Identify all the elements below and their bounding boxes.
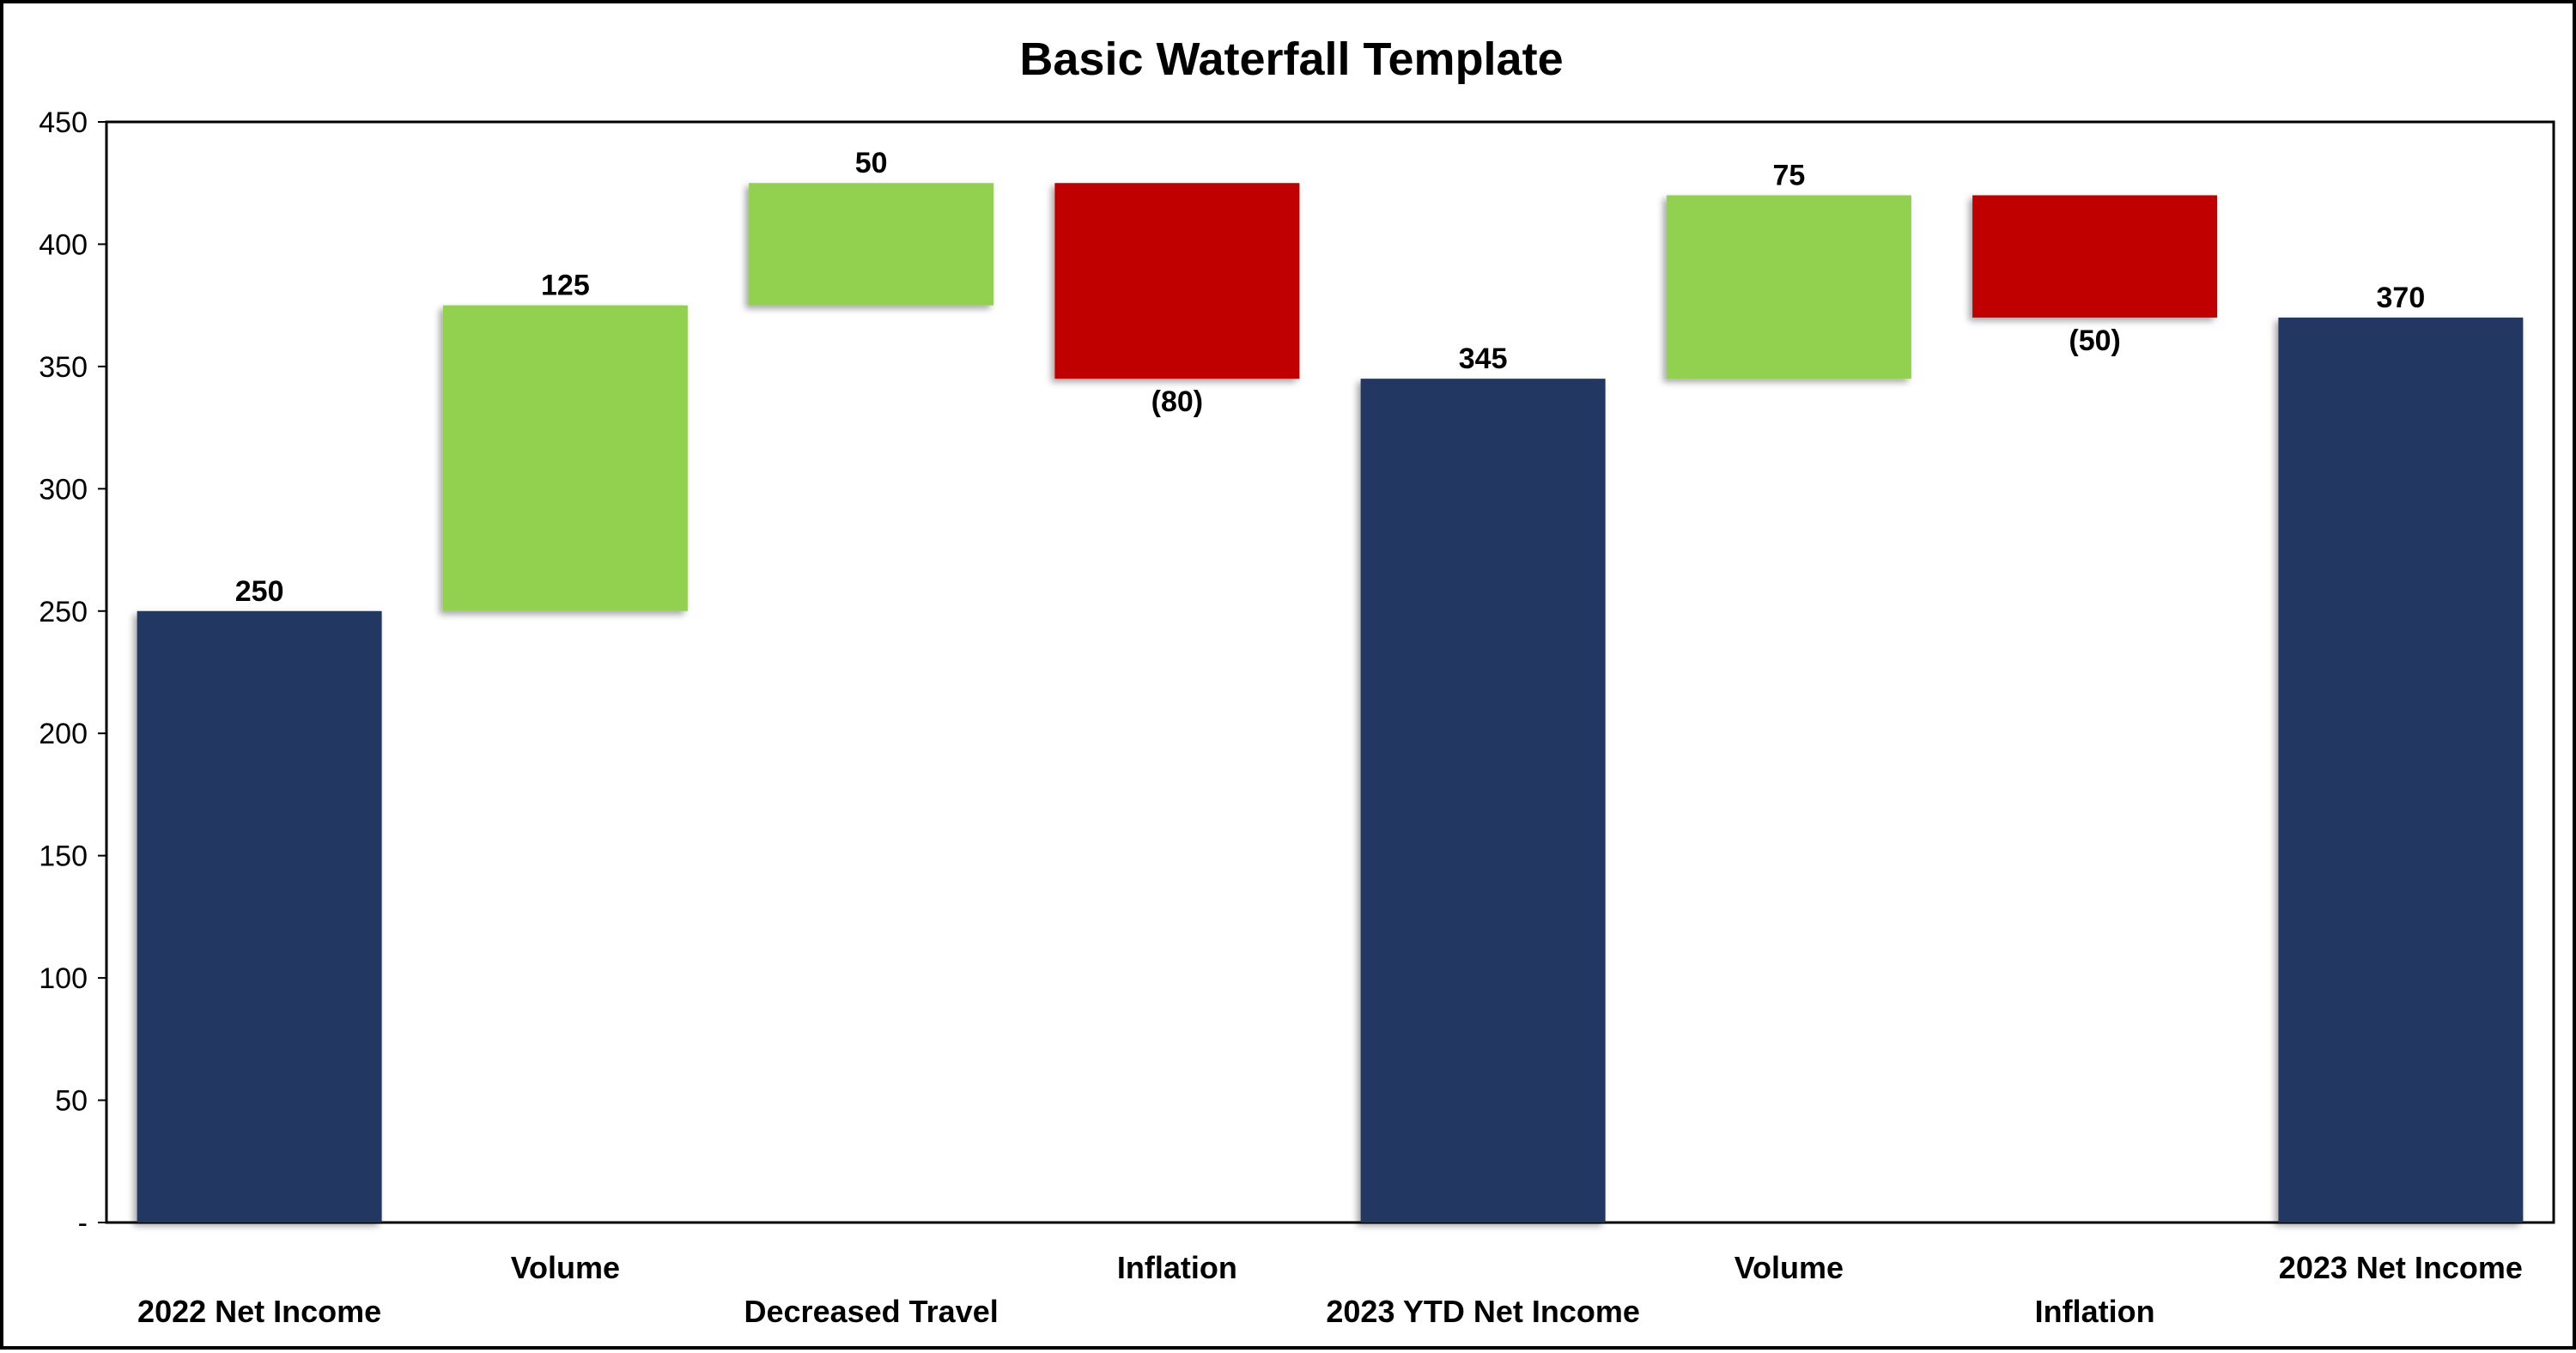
x-axis: 2022 Net Income Volume Decreased Travel Inf… — [137, 1250, 2523, 1329]
y-tick-label: - — [78, 1207, 88, 1240]
y-tick-label: 150 — [39, 840, 88, 873]
x-category-label: Inflation — [2035, 1294, 2155, 1329]
data-label: 250 — [235, 575, 284, 608]
y-tick-label: 450 — [39, 106, 88, 139]
x-category-label: Decreased Travel — [744, 1294, 999, 1329]
bars — [137, 183, 2524, 1223]
data-labels: 250 125 50 (80) 345 75 (50) 370 — [235, 147, 2425, 608]
data-label: 370 — [2377, 282, 2426, 314]
y-tick-label: 350 — [39, 351, 88, 384]
y-axis: - 50 100 150 200 250 300 350 400 450 — [39, 106, 106, 1240]
data-label: 345 — [1459, 343, 1508, 375]
data-label: (50) — [2069, 325, 2120, 357]
x-category-label: 2023 YTD Net Income — [1326, 1294, 1639, 1329]
y-tick-label: 250 — [39, 596, 88, 628]
x-category-label: 2022 Net Income — [137, 1294, 381, 1329]
x-category-label: 2023 Net Income — [2279, 1250, 2523, 1285]
y-tick-label: 300 — [39, 473, 88, 506]
y-tick-label: 200 — [39, 718, 88, 750]
chart-title: Basic Waterfall Template — [1019, 33, 1563, 85]
bar-increase — [1666, 195, 1911, 379]
x-category-label: Volume — [511, 1250, 620, 1285]
y-tick-label: 100 — [39, 962, 88, 995]
data-label: 50 — [855, 147, 888, 179]
bar-total — [137, 610, 382, 1223]
x-category-label: Volume — [1735, 1250, 1844, 1285]
waterfall-chart: Basic Waterfall Template - 50 100 150 200 250… — [39, 33, 2555, 1329]
bar-increase — [442, 305, 688, 611]
data-label: (80) — [1151, 385, 1203, 418]
bar-decrease — [1972, 195, 2218, 318]
y-tick-label: 50 — [55, 1085, 88, 1118]
bar-total — [2278, 317, 2524, 1223]
bar-total — [1360, 379, 1606, 1223]
x-category-label: Inflation — [1117, 1250, 1237, 1285]
bar-decrease — [1054, 183, 1300, 379]
bar-increase — [749, 183, 994, 306]
data-label: 125 — [541, 270, 590, 302]
data-label: 75 — [1772, 159, 1805, 191]
y-tick-label: 400 — [39, 228, 88, 261]
